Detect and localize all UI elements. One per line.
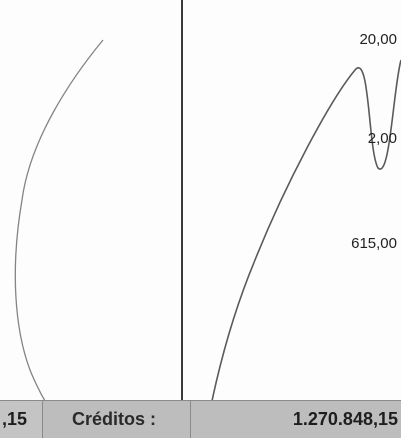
amount-entry: 20,00: [359, 31, 397, 48]
totals-bar: ,15 Créditos : 1.270.848,15: [0, 400, 401, 438]
previous-total-fragment: ,15: [0, 401, 43, 438]
credits-label: Créditos :: [71, 409, 156, 429]
scribble-left-curve: [14, 39, 104, 437]
amount-entry: 615,00: [351, 235, 397, 252]
amount-entry: 2,00: [367, 130, 397, 147]
column-divider: [181, 0, 183, 400]
credits-total-value: 1.270.848,15: [190, 401, 401, 438]
